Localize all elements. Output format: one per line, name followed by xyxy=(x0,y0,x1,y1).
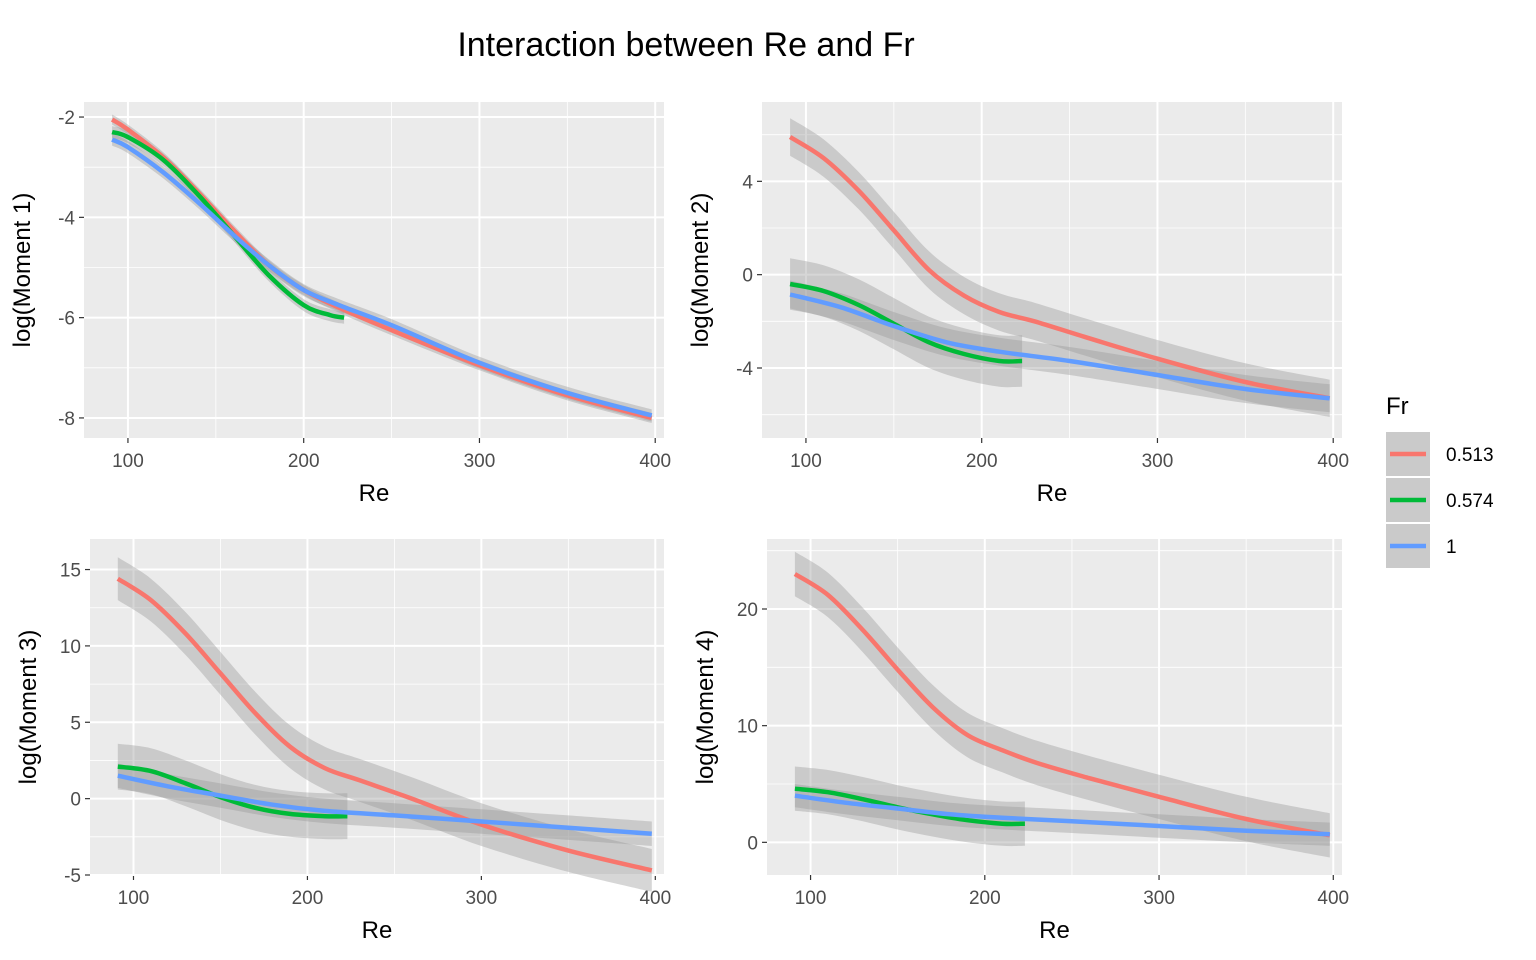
x-tick-label: 400 xyxy=(1317,888,1349,909)
series-line-0.513 xyxy=(116,576,653,873)
panel-3: 100 200 300 400 -5 0 5 10 15 Re log(Moment 3) xyxy=(15,539,671,944)
y-axis-title: log(Moment 2) xyxy=(687,193,714,348)
x-tick-label: 100 xyxy=(790,451,822,472)
y-tick-label: -6 xyxy=(58,309,75,330)
x-axis-title: Re xyxy=(359,480,390,507)
plot-title: Interaction between Re and Fr xyxy=(457,26,914,64)
series-line-1 xyxy=(111,137,653,418)
legend-key-0.513: 0.513 xyxy=(1386,432,1494,476)
legend-key-1: 1 xyxy=(1386,524,1457,568)
panel-2: 100 200 300 400 -4 0 4 Re log(Moment 2) xyxy=(687,102,1349,507)
series-line-1 xyxy=(794,793,1330,837)
panel-background xyxy=(84,102,664,438)
y-axis-title: log(Moment 1) xyxy=(9,193,36,348)
x-axis-title: Re xyxy=(1037,480,1068,507)
x-tick-label: 200 xyxy=(288,451,320,472)
x-tick-label: 400 xyxy=(639,888,671,909)
series-line-0.513 xyxy=(793,572,1331,838)
x-tick-label: 400 xyxy=(1317,451,1349,472)
x-tick-label: 300 xyxy=(1143,888,1175,909)
legend: Fr 0.513 0.574 1 xyxy=(1386,393,1494,568)
series-line-1 xyxy=(789,292,1330,401)
x-tick-label: 300 xyxy=(466,888,498,909)
y-tick-label: -5 xyxy=(64,866,81,887)
legend-title: Fr xyxy=(1386,393,1409,420)
x-tick-label: 100 xyxy=(112,451,144,472)
series-line-1 xyxy=(117,773,652,837)
legend-label: 0.513 xyxy=(1446,445,1494,466)
x-tick-label: 300 xyxy=(464,451,496,472)
x-tick-label: 200 xyxy=(292,888,324,909)
y-axis-title: log(Moment 3) xyxy=(15,630,42,785)
x-tick-label: 400 xyxy=(639,451,671,472)
y-tick-label: -4 xyxy=(736,359,753,380)
panel-4: 100 200 300 400 0 10 20 Re log(Moment 4) xyxy=(692,539,1349,944)
y-tick-label: 4 xyxy=(742,172,753,193)
x-axis-title: Re xyxy=(1039,917,1070,944)
y-tick-label: -4 xyxy=(58,208,75,229)
y-tick-label: 0 xyxy=(742,266,753,287)
panel-1: 100 200 300 400 -8 -6 -4 -2 Re log(Moment 1) xyxy=(9,102,671,507)
legend-label: 0.574 xyxy=(1446,491,1494,512)
y-tick-label: 10 xyxy=(737,717,758,738)
series-line-0.574 xyxy=(117,764,348,819)
y-tick-label: 10 xyxy=(60,637,81,658)
x-tick-label: 200 xyxy=(969,888,1001,909)
y-tick-label: -8 xyxy=(58,409,75,430)
y-axis-title: log(Moment 4) xyxy=(692,630,719,785)
x-tick-label: 100 xyxy=(118,888,150,909)
y-tick-label: 5 xyxy=(70,713,81,734)
y-tick-label: 15 xyxy=(60,561,81,582)
y-tick-label: 0 xyxy=(70,790,81,811)
y-tick-label: 0 xyxy=(747,833,758,854)
confidence-band-0.574 xyxy=(794,766,1025,847)
x-tick-label: 300 xyxy=(1142,451,1174,472)
legend-label: 1 xyxy=(1446,537,1457,558)
series-line-0.513 xyxy=(788,135,1331,401)
y-tick-label: 20 xyxy=(737,600,758,621)
legend-key-0.574: 0.574 xyxy=(1386,478,1494,522)
x-tick-label: 200 xyxy=(966,451,998,472)
confidence-band-1 xyxy=(794,784,1330,846)
x-axis-title: Re xyxy=(362,917,393,944)
x-tick-label: 100 xyxy=(795,888,827,909)
y-tick-label: -2 xyxy=(58,108,75,129)
